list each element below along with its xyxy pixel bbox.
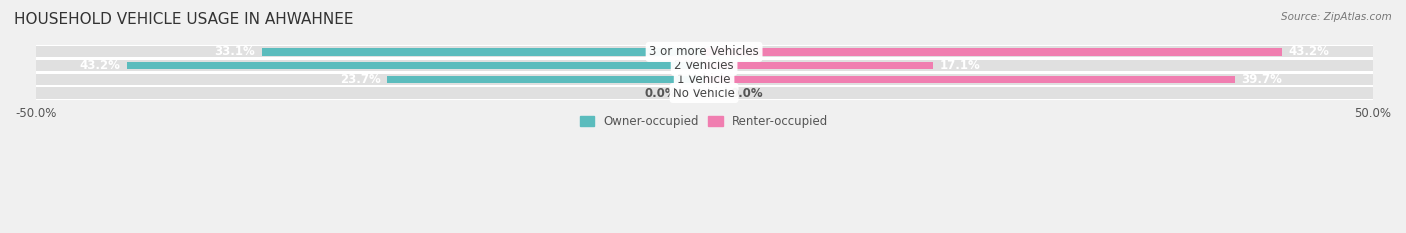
Bar xyxy=(704,48,1282,56)
Text: 43.2%: 43.2% xyxy=(79,59,120,72)
Text: 2 Vehicles: 2 Vehicles xyxy=(675,59,734,72)
Bar xyxy=(127,62,704,69)
Bar xyxy=(704,62,932,69)
Text: 0.0%: 0.0% xyxy=(645,86,678,99)
Bar xyxy=(35,74,1372,85)
Legend: Owner-occupied, Renter-occupied: Owner-occupied, Renter-occupied xyxy=(579,116,828,128)
Text: HOUSEHOLD VEHICLE USAGE IN AHWAHNEE: HOUSEHOLD VEHICLE USAGE IN AHWAHNEE xyxy=(14,12,353,27)
Bar xyxy=(262,48,704,56)
Bar xyxy=(35,60,1372,71)
Text: 3 or more Vehicles: 3 or more Vehicles xyxy=(650,45,759,58)
Text: 39.7%: 39.7% xyxy=(1241,73,1282,86)
Bar xyxy=(35,59,1372,72)
Bar xyxy=(35,87,1372,99)
Text: 17.1%: 17.1% xyxy=(939,59,980,72)
Text: 43.2%: 43.2% xyxy=(1288,45,1329,58)
Text: No Vehicle: No Vehicle xyxy=(673,86,735,99)
Text: Source: ZipAtlas.com: Source: ZipAtlas.com xyxy=(1281,12,1392,22)
Text: 0.0%: 0.0% xyxy=(731,86,763,99)
Text: 1 Vehicle: 1 Vehicle xyxy=(678,73,731,86)
Bar xyxy=(35,86,1372,100)
Bar xyxy=(35,45,1372,59)
Bar xyxy=(35,46,1372,58)
Bar xyxy=(387,75,704,83)
Text: 23.7%: 23.7% xyxy=(340,73,381,86)
Bar xyxy=(704,75,1234,83)
Bar xyxy=(35,72,1372,86)
Text: 33.1%: 33.1% xyxy=(214,45,254,58)
